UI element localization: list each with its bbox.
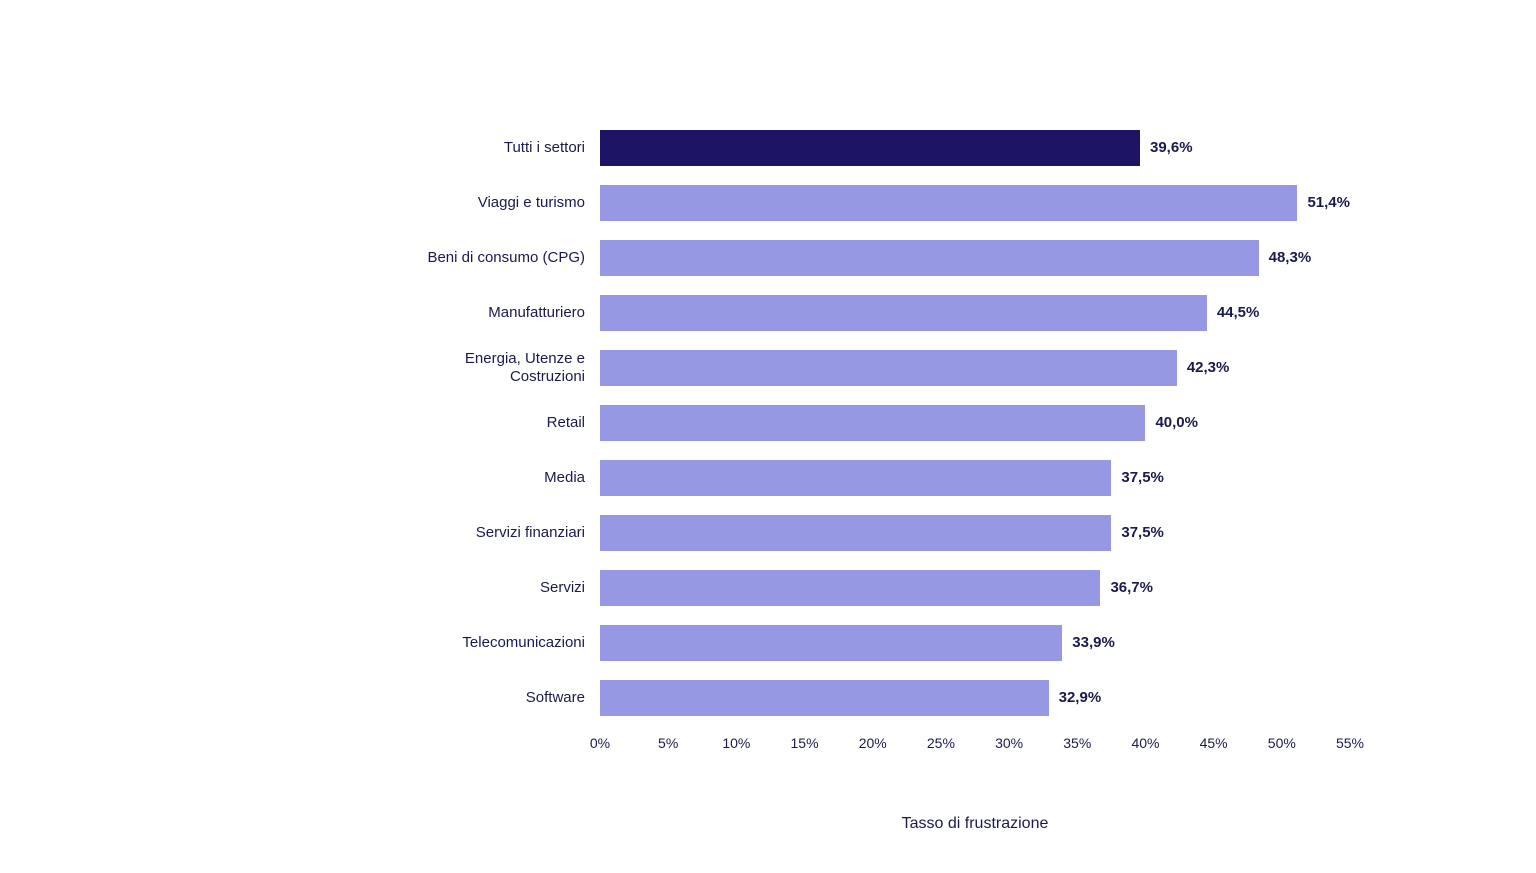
bar-label: Manufatturiero xyxy=(420,304,600,322)
bar-row: Servizi finanziari 37,5% xyxy=(420,505,1420,560)
bar-track: 32,9% xyxy=(600,670,1350,725)
bar-track: 39,6% xyxy=(600,120,1350,175)
bar xyxy=(600,405,1145,441)
x-tick: 20% xyxy=(859,735,887,751)
x-tick: 10% xyxy=(722,735,750,751)
bar-label: Servizi finanziari xyxy=(420,524,600,542)
bar-row: Energia, Utenze e Costruzioni 42,3% xyxy=(420,340,1420,395)
x-tick: 40% xyxy=(1131,735,1159,751)
bar-row: Media 37,5% xyxy=(420,450,1420,505)
bar-row: Retail 40,0% xyxy=(420,395,1420,450)
bar xyxy=(600,350,1177,386)
x-tick: 55% xyxy=(1336,735,1364,751)
bar xyxy=(600,570,1100,606)
bar xyxy=(600,185,1297,221)
bar-row: Tutti i settori 39,6% xyxy=(420,120,1420,175)
x-tick: 50% xyxy=(1268,735,1296,751)
bar-value: 37,5% xyxy=(1121,524,1164,541)
bar-track: 37,5% xyxy=(600,450,1350,505)
bar-row: Viaggi e turismo 51,4% xyxy=(420,175,1420,230)
x-tick: 25% xyxy=(927,735,955,751)
bar xyxy=(600,295,1207,331)
bar xyxy=(600,130,1140,166)
bar xyxy=(600,515,1111,551)
bar-label: Telecomunicazioni xyxy=(420,634,600,652)
bar-track: 48,3% xyxy=(600,230,1350,285)
bar-chart: Tutti i settori 39,6% Viaggi e turismo 51,4… xyxy=(420,120,1420,775)
bar-value: 48,3% xyxy=(1269,249,1312,266)
bar xyxy=(600,680,1049,716)
bar-label: Beni di consumo (CPG) xyxy=(420,249,600,267)
bar-row: Software 32,9% xyxy=(420,670,1420,725)
x-tick: 45% xyxy=(1200,735,1228,751)
bar-value: 32,9% xyxy=(1059,689,1102,706)
bar-track: 42,3% xyxy=(600,340,1350,395)
bar xyxy=(600,625,1062,661)
x-tick: 30% xyxy=(995,735,1023,751)
bar-label: Media xyxy=(420,469,600,487)
bar-label: Retail xyxy=(420,414,600,432)
bar-label: Viaggi e turismo xyxy=(420,194,600,212)
bar-track: 36,7% xyxy=(600,560,1350,615)
x-tick: 15% xyxy=(791,735,819,751)
bar-value: 39,6% xyxy=(1150,139,1193,156)
bar-value: 42,3% xyxy=(1187,359,1230,376)
bar-track: 37,5% xyxy=(600,505,1350,560)
bar-track: 33,9% xyxy=(600,615,1350,670)
bar-label: Tutti i settori xyxy=(420,139,600,157)
bar-value: 33,9% xyxy=(1072,634,1115,651)
x-tick: 35% xyxy=(1063,735,1091,751)
bars-area: Tutti i settori 39,6% Viaggi e turismo 51,4… xyxy=(420,120,1420,725)
bar-row: Manufatturiero 44,5% xyxy=(420,285,1420,340)
bar-track: 44,5% xyxy=(600,285,1350,340)
bar-track: 40,0% xyxy=(600,395,1350,450)
x-axis-label: Tasso di frustrazione xyxy=(902,815,1049,833)
bar-label: Energia, Utenze e Costruzioni xyxy=(420,350,600,386)
bar-label: Servizi xyxy=(420,579,600,597)
bar-value: 37,5% xyxy=(1121,469,1164,486)
bar xyxy=(600,460,1111,496)
bar-value: 40,0% xyxy=(1155,414,1198,431)
bar-value: 36,7% xyxy=(1110,579,1153,596)
bar-row: Beni di consumo (CPG) 48,3% xyxy=(420,230,1420,285)
bar xyxy=(600,240,1259,276)
bar-value: 51,4% xyxy=(1307,194,1350,211)
bar-label: Software xyxy=(420,689,600,707)
bar-value: 44,5% xyxy=(1217,304,1260,321)
bar-row: Telecomunicazioni 33,9% xyxy=(420,615,1420,670)
x-tick: 5% xyxy=(658,735,678,751)
x-axis: 0%5%10%15%20%25%30%35%40%45%50%55% xyxy=(600,735,1350,765)
x-tick: 0% xyxy=(590,735,610,751)
bar-track: 51,4% xyxy=(600,175,1350,230)
bar-row: Servizi 36,7% xyxy=(420,560,1420,615)
